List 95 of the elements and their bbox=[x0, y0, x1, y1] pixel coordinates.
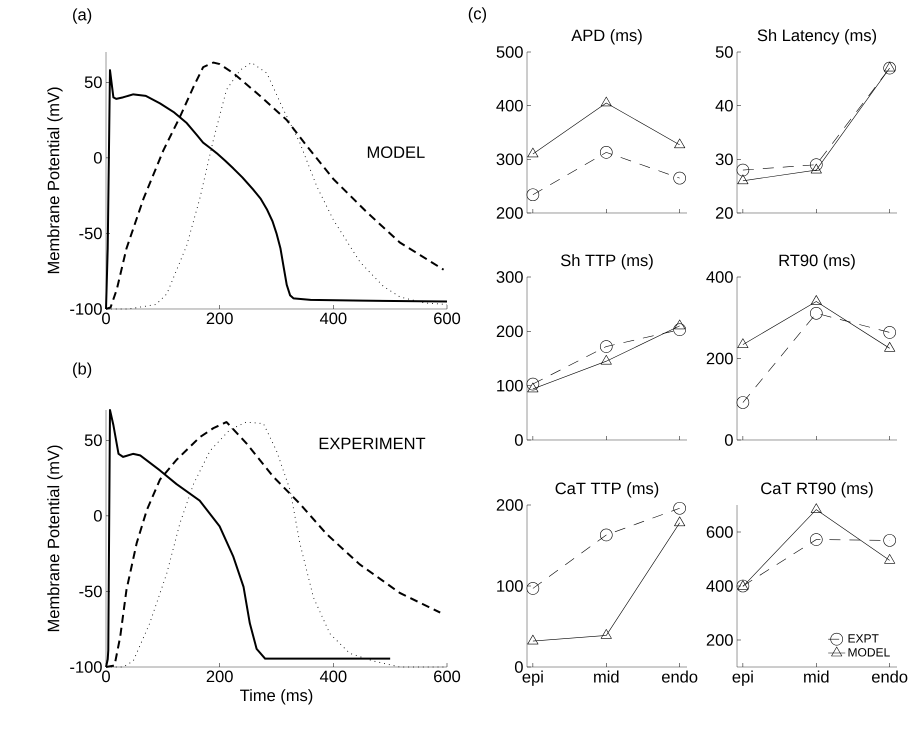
annotation: EXPERIMENT bbox=[320, 438, 426, 450]
y-tick-label: 100 bbox=[497, 580, 523, 592]
point bbox=[810, 306, 823, 320]
point bbox=[674, 516, 686, 526]
y-tick-label: 500 bbox=[496, 46, 523, 58]
y-tick-label: -100 bbox=[70, 661, 102, 673]
y-tick-label: 200 bbox=[496, 207, 523, 219]
text: (b) bbox=[73, 362, 92, 378]
point bbox=[736, 580, 750, 592]
x-tick-label: 200 bbox=[206, 312, 233, 324]
y-tick-label: -50 bbox=[79, 228, 102, 240]
point bbox=[526, 582, 540, 595]
point bbox=[810, 158, 823, 171]
y-tick-label: 0 bbox=[514, 434, 523, 446]
point bbox=[810, 533, 823, 546]
y-tick-label: 30 bbox=[716, 153, 733, 166]
point bbox=[527, 148, 538, 158]
point bbox=[884, 554, 896, 564]
y-tick-label: 200 bbox=[496, 499, 523, 511]
chart-title: Sh TTP (ms) bbox=[561, 254, 653, 270]
y-tick-label: 50 bbox=[84, 76, 102, 88]
x-tick-label: 200 bbox=[206, 670, 233, 682]
point bbox=[810, 503, 822, 513]
x-tick-label: 0 bbox=[102, 312, 110, 324]
point bbox=[600, 340, 613, 353]
point bbox=[737, 174, 748, 184]
y-tick-label: 100 bbox=[497, 380, 523, 392]
x-tick-label: 0 bbox=[102, 670, 110, 682]
x-tick-label: mid bbox=[804, 670, 828, 683]
chart-title: Sh Latency (ms) bbox=[758, 29, 876, 44]
point bbox=[673, 502, 686, 515]
x-tick-label: epi bbox=[732, 670, 753, 686]
chart-title: RT90 (ms) bbox=[780, 254, 855, 270]
x-tick-label: epi bbox=[522, 670, 543, 686]
text: (a) bbox=[73, 8, 92, 24]
y-tick-label: 200 bbox=[496, 325, 523, 338]
y-tick-label: 0 bbox=[94, 152, 102, 164]
text: (c) bbox=[468, 7, 486, 23]
annotation: MODEL bbox=[368, 146, 425, 158]
point bbox=[600, 629, 612, 639]
x-axis-title: Time (ms) bbox=[240, 689, 312, 704]
y-axis-title: Membrane Potential (mV) bbox=[47, 88, 63, 274]
point bbox=[600, 96, 612, 106]
chart-title: CaT TTP (ms) bbox=[556, 482, 658, 498]
x-tick-label: mid bbox=[594, 670, 618, 683]
point bbox=[674, 138, 686, 148]
point bbox=[810, 164, 822, 174]
point bbox=[527, 382, 538, 392]
point bbox=[600, 528, 613, 542]
point bbox=[674, 320, 686, 330]
point bbox=[673, 172, 686, 184]
point bbox=[884, 62, 896, 72]
y-tick-label: 50 bbox=[716, 46, 733, 58]
y-tick-label: 40 bbox=[716, 100, 733, 112]
y-tick-label: 600 bbox=[706, 526, 733, 538]
y-tick-label: -100 bbox=[70, 303, 102, 315]
point bbox=[737, 338, 748, 348]
point bbox=[526, 188, 540, 202]
chart-title: APD (ms) bbox=[571, 29, 642, 44]
point bbox=[673, 323, 686, 336]
x-tick-label: endo bbox=[872, 670, 908, 683]
x-tick-label: 400 bbox=[320, 670, 346, 682]
point bbox=[810, 295, 822, 305]
y-tick-label: 400 bbox=[706, 580, 733, 592]
point bbox=[883, 326, 896, 339]
x-tick-label: 400 bbox=[320, 312, 346, 324]
y-tick-label: 20 bbox=[716, 207, 733, 219]
chart-title: CaT RT90 (ms) bbox=[761, 482, 873, 498]
y-tick-label: 200 bbox=[706, 634, 733, 646]
y-tick-label: 200 bbox=[706, 352, 733, 364]
y-tick-label: 0 bbox=[94, 510, 102, 522]
y-axis-title: Membrane Potential (mV) bbox=[47, 446, 63, 632]
point bbox=[600, 146, 613, 159]
y-tick-label: 50 bbox=[84, 434, 102, 446]
point bbox=[883, 534, 896, 547]
y-tick-label: 0 bbox=[514, 661, 523, 673]
y-tick-label: 400 bbox=[706, 271, 733, 283]
y-tick-label: 300 bbox=[496, 271, 523, 283]
point bbox=[526, 378, 540, 390]
x-tick-label: 600 bbox=[434, 312, 460, 324]
legend-label: MODEL bbox=[848, 648, 890, 657]
x-tick-label: endo bbox=[662, 670, 698, 683]
y-tick-label: 400 bbox=[496, 100, 523, 112]
legend-label: EXPT bbox=[848, 634, 879, 643]
point bbox=[883, 62, 896, 74]
y-tick-label: 300 bbox=[496, 153, 523, 166]
point bbox=[600, 354, 612, 365]
point bbox=[736, 164, 750, 176]
point bbox=[884, 342, 896, 352]
y-tick-label: 0 bbox=[724, 434, 733, 446]
y-tick-label: -50 bbox=[79, 586, 102, 598]
point bbox=[527, 634, 538, 644]
x-tick-label: 600 bbox=[434, 670, 460, 682]
point bbox=[737, 580, 748, 590]
point bbox=[736, 396, 750, 409]
